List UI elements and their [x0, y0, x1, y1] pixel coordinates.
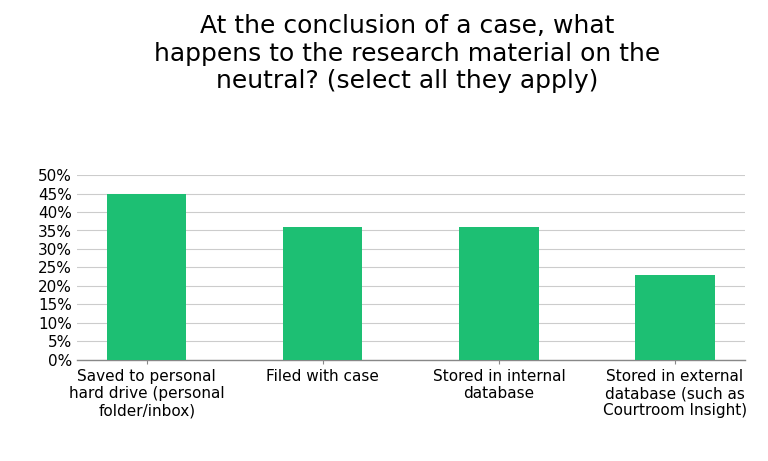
Bar: [283, 227, 362, 360]
Text: At the conclusion of a case, what
happens to the research material on the
neutra: At the conclusion of a case, what happen…: [154, 14, 660, 94]
Bar: [635, 275, 714, 360]
Bar: [108, 194, 187, 360]
Bar: [459, 227, 538, 360]
